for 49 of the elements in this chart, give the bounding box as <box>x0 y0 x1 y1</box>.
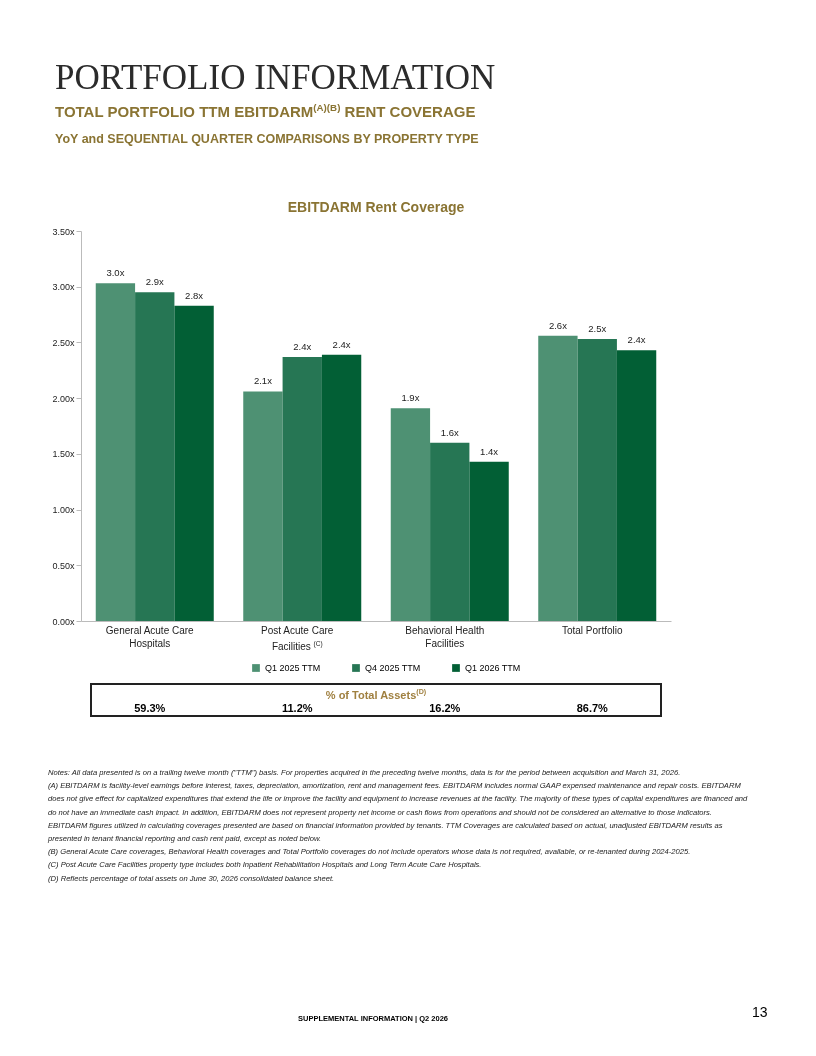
bar <box>390 408 431 621</box>
bar <box>243 391 283 621</box>
bar <box>469 461 509 621</box>
text: 13 <box>752 1004 768 1020</box>
y-tick-label: 3.50x <box>52 226 75 237</box>
text: 59.3% <box>134 702 166 714</box>
text: 16.2% <box>429 702 461 714</box>
x-tick-label: Behavioral Health Facilities <box>405 624 485 650</box>
y-tick-label: 1.50x <box>52 449 75 460</box>
y-tick-label: 3.00x <box>52 282 75 293</box>
bar <box>616 350 657 621</box>
text: 86.7% <box>576 702 608 714</box>
text: YoY and SEQUENTIAL QUARTER COMPARISONS BY PROPERTY TYPE <box>55 132 479 146</box>
y-tick-label: 2.00x <box>52 393 75 404</box>
text: % of Total Assets$^{(D)}$ <box>324 688 428 701</box>
legend-label: Q1 2026 TTM <box>465 663 521 673</box>
legend-label: Q1 2025 TTM <box>265 663 321 673</box>
data-label: 1.6x <box>440 426 459 438</box>
data-label: 2.1x <box>253 375 273 387</box>
data-label: 2.8x <box>185 289 204 301</box>
x-tick-label: General Acute Care Hospitals <box>105 624 194 650</box>
bar <box>538 335 578 621</box>
text: PORTFOLIO INFORMATION <box>55 58 496 98</box>
bar <box>282 356 322 621</box>
bar <box>430 442 470 621</box>
data-label: 2.4x <box>293 340 312 352</box>
data-label: 2.4x <box>627 334 646 346</box>
bar <box>95 283 136 621</box>
data-label: 1.4x <box>480 445 499 457</box>
x-tick-label: Post Acute Care Facilities $^{(C)}$ <box>261 624 334 654</box>
data-label: 3.0x <box>106 267 125 279</box>
data-label: 2.5x <box>588 323 607 335</box>
y-tick-label: 0.50x <box>52 560 75 571</box>
legend-label: Q4 2025 TTM <box>365 663 421 673</box>
data-label: 2.4x <box>332 338 351 350</box>
y-tick-label: 0.00x <box>52 616 75 627</box>
text: 11.2% <box>281 702 313 714</box>
y-tick-label: 2.50x <box>52 337 75 348</box>
chart-title: EBITDARM Rent Coverage <box>287 199 465 215</box>
text: TOTAL PORTFOLIO TTM EBITDARM$^{(A)(B)}$ RENT COVERAGE <box>55 102 476 120</box>
bar <box>135 292 175 621</box>
bar <box>174 305 214 621</box>
bar <box>321 354 362 621</box>
data-label: 1.9x <box>401 392 420 404</box>
data-label: 2.9x <box>145 276 164 288</box>
data-label: 2.6x <box>548 319 568 331</box>
x-tick-label: Total Portfolio <box>561 624 623 637</box>
bar <box>577 339 617 621</box>
y-tick-label: 1.00x <box>52 505 75 516</box>
